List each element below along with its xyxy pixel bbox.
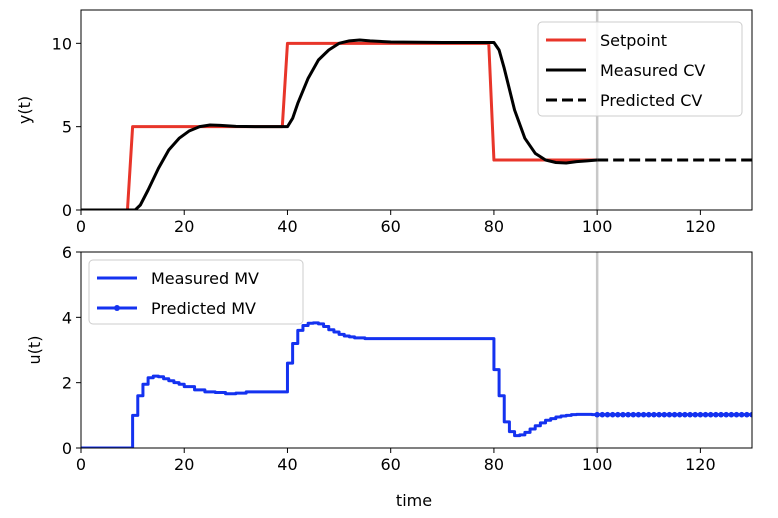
x-tick-label: 60 (381, 217, 401, 236)
top-plot: 0 20 40 60 80 100 120 0 5 10 y(t) Setpoint Measur… (15, 9, 753, 236)
x-tick-label: 0 (76, 455, 86, 474)
series-point (744, 411, 750, 418)
bottom-legend: Measured MV Predicted MV (88, 259, 304, 325)
y-tick-label: 0 (62, 201, 72, 220)
top-y-axis-label: y(t) (15, 96, 34, 124)
legend-label: Predicted CV (600, 91, 702, 110)
series-point (749, 411, 752, 418)
legend-box (88, 259, 304, 325)
series-point (666, 411, 673, 418)
series-line (81, 41, 598, 210)
series-point (604, 411, 611, 418)
series-point (594, 411, 600, 418)
series-point (692, 411, 699, 418)
y-tick-label: 0 (62, 439, 72, 458)
x-tick-label: 0 (76, 217, 86, 236)
series-point (630, 411, 637, 418)
series-point (615, 411, 621, 418)
series-point (609, 411, 616, 418)
y-tick-label: 4 (62, 308, 72, 327)
series-point (599, 411, 606, 418)
series-point (656, 411, 662, 418)
legend-label: Predicted MV (151, 299, 256, 318)
y-tick-label: 10 (52, 34, 72, 53)
series-line (81, 38, 598, 210)
x-tick-label: 100 (582, 455, 613, 474)
series-line (81, 321, 598, 448)
series-point (728, 411, 735, 418)
series-point (702, 411, 709, 418)
series-point (671, 411, 678, 418)
x-tick-label: 20 (174, 217, 194, 236)
series-point (625, 411, 631, 418)
series-point (645, 411, 652, 418)
x-tick-label: 60 (381, 455, 401, 474)
series-point (718, 411, 724, 418)
x-tick-label: 40 (277, 455, 297, 474)
bottom-x-ticks: 0 20 40 60 80 100 120 (76, 448, 716, 474)
series-point (723, 411, 729, 418)
series-point (707, 411, 714, 418)
series-point (687, 411, 693, 418)
legend-label: Measured CV (600, 61, 705, 80)
series-point (738, 411, 745, 418)
series-point (733, 411, 740, 418)
x-tick-label: 40 (277, 217, 297, 236)
top-y-ticks: 0 5 10 (52, 34, 81, 220)
series-point (651, 411, 657, 418)
series-point (661, 411, 668, 418)
series-point (635, 411, 642, 418)
x-tick-label: 120 (685, 217, 716, 236)
series-point (697, 411, 704, 418)
series-point (640, 411, 647, 418)
y-tick-label: 5 (62, 118, 72, 137)
x-tick-label: 20 (174, 455, 194, 474)
bottom-y-ticks: 0 2 4 6 (62, 243, 81, 458)
bottom-plot: 0 20 40 60 80 100 120 0 2 4 6 u(t) time Measured … (25, 243, 753, 510)
series-point (620, 411, 626, 418)
y-tick-label: 2 (62, 374, 72, 393)
legend-box (537, 21, 743, 117)
y-tick-label: 6 (62, 243, 72, 262)
series-point (713, 411, 719, 418)
x-tick-label: 100 (582, 217, 613, 236)
top-x-ticks: 0 20 40 60 80 100 120 (76, 210, 716, 236)
x-tick-label: 80 (484, 217, 504, 236)
x-axis-label: time (396, 491, 432, 510)
x-tick-label: 80 (484, 455, 504, 474)
bottom-series-layer (81, 321, 752, 448)
top-series-layer (81, 38, 752, 210)
top-plot-frame (80, 9, 753, 211)
series-point (682, 411, 688, 418)
legend-swatch-marker (114, 305, 120, 311)
legend-label: Setpoint (600, 31, 667, 50)
series-point (676, 411, 683, 418)
legend-label: Measured MV (151, 269, 259, 288)
x-tick-label: 120 (685, 455, 716, 474)
top-legend: Setpoint Measured CV Predicted CV (537, 21, 743, 117)
bottom-y-axis-label: u(t) (25, 336, 44, 365)
bottom-plot-frame (80, 251, 753, 449)
